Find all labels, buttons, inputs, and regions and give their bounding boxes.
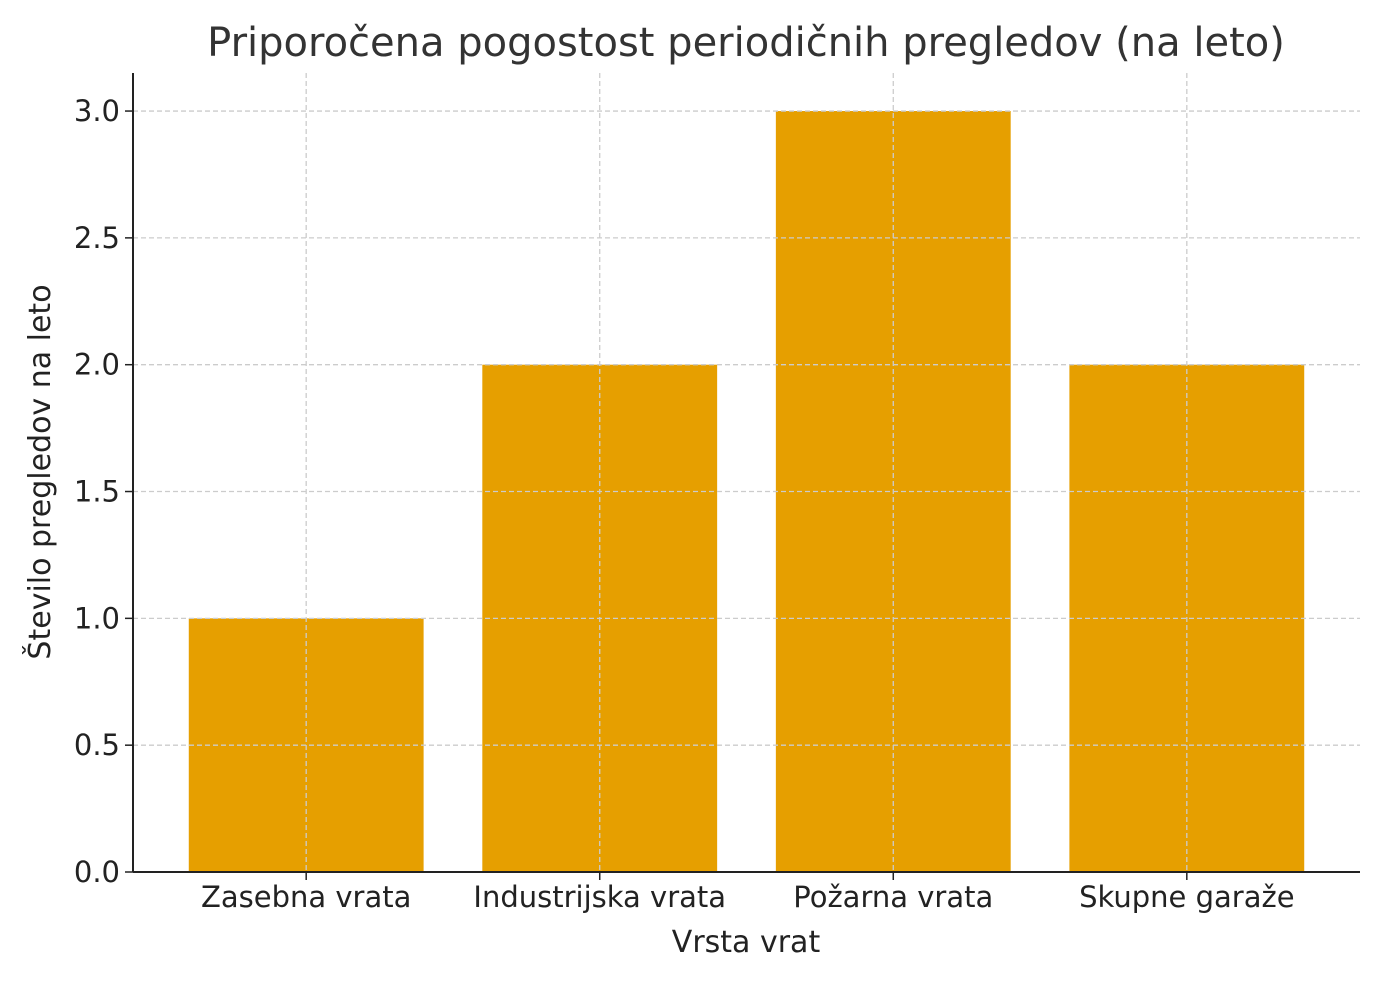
x-tick-label: Skupne garaže (1079, 880, 1294, 914)
x-tick-label: Požarna vrata (793, 880, 993, 914)
y-tick-label: 2.0 (74, 348, 120, 382)
y-tick-label: 2.5 (74, 221, 120, 255)
y-tick-label: 1.5 (74, 475, 120, 509)
y-tick-label: 3.0 (74, 94, 120, 128)
y-tick-label: 1.0 (74, 601, 120, 635)
y-tick-label: 0.0 (74, 855, 120, 889)
x-axis-label: Vrsta vrat (672, 925, 821, 960)
y-axis-label: Število pregledov na leto (21, 284, 58, 659)
x-tick-label: Zasebna vrata (201, 880, 411, 914)
x-tick-label: Industrijska vrata (473, 880, 726, 914)
y-tick-label: 0.5 (74, 728, 120, 762)
chart-title: Priporočena pogostost periodičnih pregle… (207, 20, 1285, 66)
axes: 0.0 0.5 1.0 1.5 2.0 2.5 3.0 Zasebna vrata Indust… (74, 73, 1360, 914)
